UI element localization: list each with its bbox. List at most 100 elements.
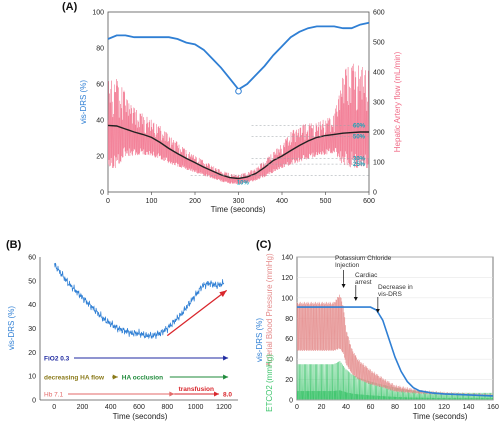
panel-c: Time (seconds) vis-DRS (%) Arterial Bloo… xyxy=(255,253,499,421)
panel-c-xtick-label: 140 xyxy=(463,404,475,411)
panel-b-xtick-label: 1000 xyxy=(188,404,204,411)
panel-c-annotation-label: Potassium Chloride xyxy=(335,255,392,262)
panel-c-label: (C) xyxy=(256,239,272,251)
panel-a-ytick-left: 60 xyxy=(96,82,104,89)
panel-c-ylabel-2: Arterial Blood Pressure (mmHg) xyxy=(265,253,274,367)
panel-a-xtick-label: 200 xyxy=(189,198,201,205)
panel-b-ytick-label: 50 xyxy=(28,278,36,285)
panel-c-ytick-label: 20 xyxy=(285,377,293,384)
panel-a-ytick-left: 20 xyxy=(96,154,104,161)
panel-c-xtick-label: 20 xyxy=(318,404,326,411)
panel-a-xtick-label: 500 xyxy=(320,198,332,205)
panel-c-ytick-label: 80 xyxy=(285,316,293,323)
panel-a-ref-label: 50% xyxy=(353,135,366,141)
panel-c-ytick-label: 0 xyxy=(289,398,293,405)
panel-a-ref-label: 10% xyxy=(237,181,250,187)
panel-b-visdrs-line xyxy=(53,262,225,340)
panel-b-label: (B) xyxy=(6,239,22,251)
panel-a-ytick-right: 500 xyxy=(373,40,385,47)
panel-b-intervention-label: decreasing HA flow xyxy=(44,375,105,382)
panel-b-xtick-label: 400 xyxy=(105,404,117,411)
panel-c-xtick-label: 100 xyxy=(414,404,426,411)
panel-a-ytick-left: 80 xyxy=(96,46,104,53)
panel-a-ylabel-left: vis-DRS (%) xyxy=(79,80,88,124)
panel-b-ylabel: vis-DRS (%) xyxy=(7,306,16,350)
panel-b-ytick-label: 40 xyxy=(28,302,36,309)
panel-a-ytick-right: 400 xyxy=(373,70,385,77)
panel-b-intervention-arrowhead xyxy=(223,355,229,361)
panel-b: Time (seconds) vis-DRS (%) 0 200 400 600 800… xyxy=(7,255,238,421)
panel-b-intervention-label: FiO2 0.3 xyxy=(44,356,70,363)
panel-b-trend-arrowhead xyxy=(219,290,227,297)
panel-c-xtick-label: 60 xyxy=(367,404,375,411)
panel-c-ylabel: vis-DRS (%) xyxy=(255,318,264,362)
panel-c-annotation-arrowhead xyxy=(375,309,380,313)
panel-a-ref-label: 30% xyxy=(353,157,366,163)
panel-c-ytick-label: 100 xyxy=(281,295,293,302)
panel-b-xlabel: Time (seconds) xyxy=(113,412,168,421)
panel-c-ytick-label: 60 xyxy=(285,336,293,343)
panel-b-xtick-label: 800 xyxy=(161,404,173,411)
panel-c-etco2-trace xyxy=(296,361,494,400)
panel-c-ytick-label: 120 xyxy=(281,275,293,282)
panel-a-visdrs-line xyxy=(107,21,370,91)
panel-b-xtick-label: 600 xyxy=(133,404,145,411)
panel-a-ylabel-right: Hepatic Artery flow (mL/min) xyxy=(393,51,402,152)
panel-b-xtick-label: 1200 xyxy=(216,404,232,411)
panel-a-xtick-label: 300 xyxy=(233,198,245,205)
panel-b-intervention-label: 8.0 xyxy=(223,392,232,399)
panel-b-ytick-label: 0 xyxy=(32,398,36,405)
panel-a-xlabel: Time (seconds) xyxy=(211,205,266,214)
panel-b-intervention-label: transfusion xyxy=(179,386,214,393)
panel-b-xtick-label: 200 xyxy=(77,404,89,411)
panel-a-ytick-right: 100 xyxy=(373,160,385,167)
panel-a-ytick-right: 600 xyxy=(373,10,385,17)
panel-c-annotation-arrowhead xyxy=(341,284,346,288)
panel-a-xtick-label: 400 xyxy=(276,198,288,205)
panel-c-xtick-label: 80 xyxy=(391,404,399,411)
panel-a-flow-mean-line xyxy=(107,124,369,180)
panel-b-ytick-label: 20 xyxy=(28,350,36,357)
panel-b-ytick-label: 30 xyxy=(28,326,36,333)
panel-c-visdrs-line xyxy=(297,306,494,397)
panel-a-ytick-right: 0 xyxy=(373,190,377,197)
panel-c-annotation-label: Cardiac xyxy=(355,272,378,279)
panel-c-xlabel: Time (seconds) xyxy=(413,412,468,421)
panel-c-ylabel-3: ETCO2 (mmHg) xyxy=(265,354,274,412)
panel-c-annotation-label: Injection xyxy=(335,262,360,269)
panel-a-ref-label: 60% xyxy=(353,123,366,129)
panel-c-annotation-label: Decrease in xyxy=(378,284,413,291)
panel-b-xtick-label: 0 xyxy=(52,404,56,411)
panel-b-ytick-label: 10 xyxy=(28,374,36,381)
panel-a-ytick-left: 40 xyxy=(96,118,104,125)
panel-a-flow-trace xyxy=(107,63,369,185)
panel-a-xtick-label: 600 xyxy=(363,198,375,205)
panel-b-intervention-arrowhead xyxy=(112,374,118,380)
panel-c-annotation-label: arrest xyxy=(355,279,372,286)
panel-c-xtick-label: 40 xyxy=(342,404,350,411)
panel-b-intervention-arrowhead xyxy=(214,391,220,397)
panel-c-xtick-label: 0 xyxy=(295,404,299,411)
panel-a-visdrs-min-marker xyxy=(235,87,242,95)
panel-a-label: (A) xyxy=(62,1,78,13)
panel-a-frame xyxy=(107,11,370,193)
panel-a: Time (seconds) vis-DRS (%) Hepatic Arter… xyxy=(79,10,402,215)
panel-a-xtick-label: 0 xyxy=(106,198,110,205)
panel-a-ref-label: 25% xyxy=(353,162,366,168)
panel-b-intervention-arrowhead xyxy=(223,374,229,380)
panel-c-ytick-label: 40 xyxy=(285,357,293,364)
panel-b-intervention-label: HA occlusion xyxy=(122,375,163,382)
panel-a-xtick-label: 100 xyxy=(146,198,158,205)
panel-c-annotation-arrowhead xyxy=(353,297,358,301)
panel-b-trend-arrow xyxy=(166,289,228,337)
panel-c-xtick-label: 160 xyxy=(487,404,499,411)
panel-a-ytick-left: 0 xyxy=(100,190,104,197)
panel-c-ytick-label: 140 xyxy=(281,255,293,262)
panel-c-annotation-label: vis-DRS xyxy=(378,291,402,298)
panel-a-ytick-right: 300 xyxy=(373,100,385,107)
panel-b-ytick-label: 60 xyxy=(28,255,36,262)
panel-a-ytick-left: 100 xyxy=(92,10,104,17)
panel-b-intervention-arrowhead xyxy=(169,391,175,397)
panel-c-xtick-label: 120 xyxy=(438,404,450,411)
